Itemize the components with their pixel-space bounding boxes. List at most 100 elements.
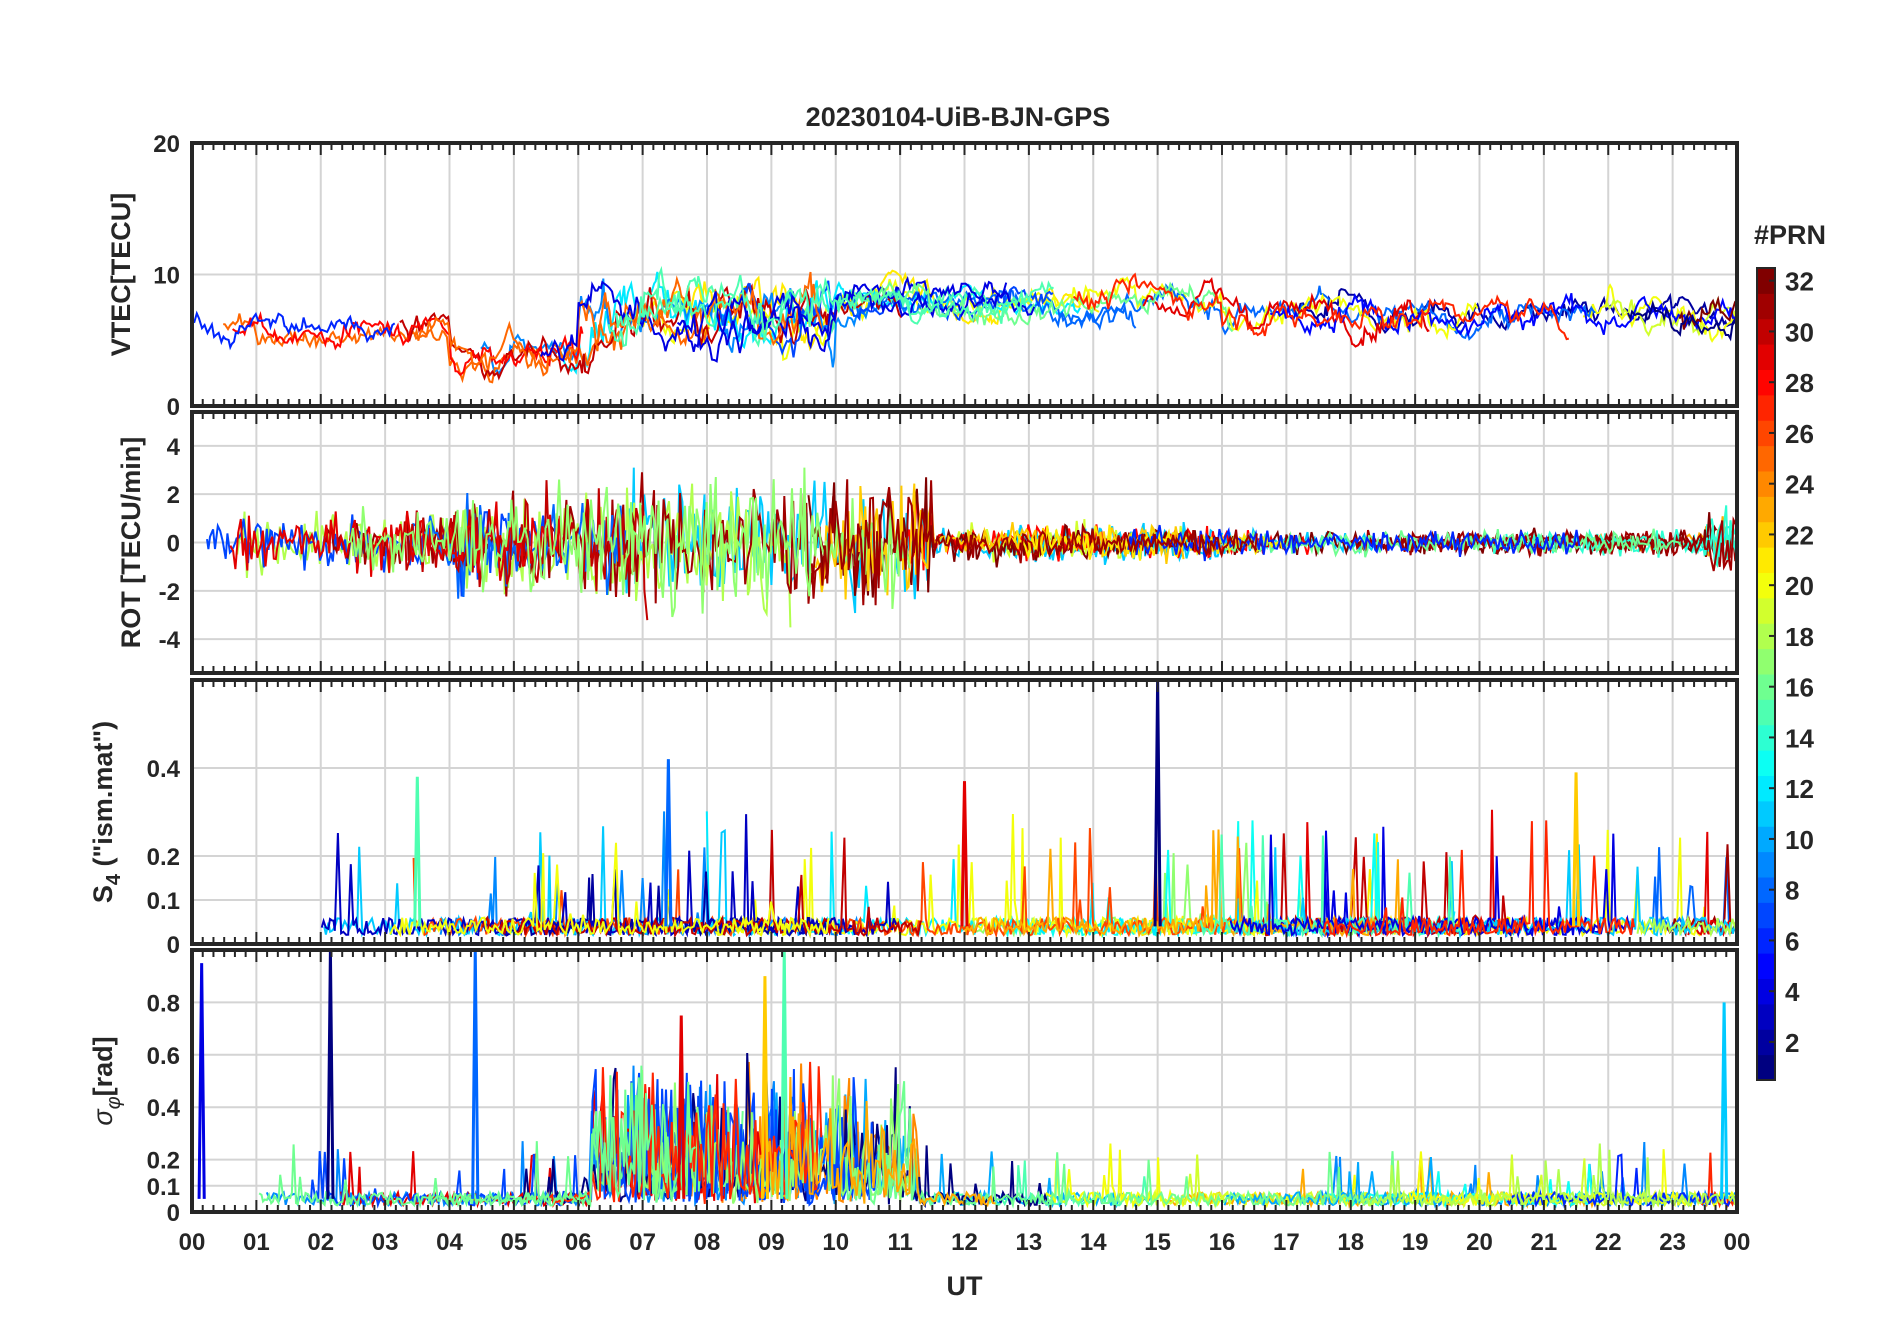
y-tick-label: 0.4 [147,756,181,783]
y-tick-label: 0 [167,394,180,421]
series-trace [193,310,396,351]
peak-mark [197,963,206,1199]
x-tick-label: 20 [1466,1229,1493,1256]
y-tick-label: 10 [153,263,180,290]
peak-mark [664,759,673,927]
y-tick-label: 0.1 [147,1174,180,1201]
colorbar-segment [1757,800,1775,827]
colorbar-segment [1757,927,1775,954]
x-tick-label: 19 [1402,1229,1429,1256]
series-trace [1626,299,1736,342]
series-trace [767,1076,996,1207]
colorbar-segment [1757,851,1775,878]
x-tick-label: 05 [501,1229,528,1256]
colorbar-segment [1757,597,1775,624]
series-trace [400,480,649,621]
colorbar-tick-label: 32 [1785,267,1814,297]
x-tick-label: 08 [694,1229,721,1256]
colorbar-segment [1757,394,1775,421]
trace-group [206,467,1737,628]
colorbar-tick-label: 22 [1785,520,1814,550]
x-tick-label: 21 [1531,1229,1558,1256]
x-tick-label: 14 [1080,1229,1107,1256]
colorbar-segment [1757,699,1775,726]
colorbar-label: #PRN [1754,220,1826,250]
series-trace [963,829,1404,939]
y-axis-label: ROT [TECU/min] [116,437,146,648]
panel-3: 0 0.1 0.2 0.4 S4 ("ism.mat") [88,678,1739,959]
y-tick-label: 0.4 [147,1095,181,1122]
colorbar-segment [1757,293,1775,320]
x-tick-label: 22 [1595,1229,1622,1256]
y-tick-label: 20 [153,131,180,158]
x-tick-label: 10 [822,1229,849,1256]
colorbar-tick-label: 26 [1785,419,1814,449]
y-tick-label: 4 [167,434,181,461]
colorbar-segment [1757,902,1775,929]
y-tick-label: 0 [167,932,180,959]
x-tick-label: 11 [887,1229,912,1256]
colorbar-tick-label: 30 [1785,317,1814,347]
peak-mark [326,950,335,1199]
peak-mark [1153,680,1162,927]
trace-group [193,265,1737,384]
colorbar-frame [1756,267,1776,1081]
colorbar-segment [1757,521,1775,548]
y-axis-label: σφ[rad] [88,1036,125,1125]
colorbar-segment [1757,623,1775,650]
y-tick-label: 0.1 [147,888,180,915]
colorbar-segment [1757,445,1775,472]
colorbar-segment [1757,1003,1775,1030]
series-trace [705,811,1271,939]
peak-mark [780,950,789,1199]
series-trace [810,479,1258,606]
series-trace [347,467,911,618]
x-tick-label: 01 [243,1229,270,1256]
series-trace [1229,830,1635,938]
series-trace [481,829,922,939]
panel-2: -4 -2 0 2 4 ROT [TECU/min] [116,410,1739,675]
x-tick-label: 04 [436,1229,463,1256]
x-tick-label: 02 [307,1229,334,1256]
series-trace [1072,272,1570,341]
colorbar-segment [1757,953,1775,979]
colorbar-tick-label: 28 [1785,368,1814,398]
colorbar-segment [1757,471,1775,497]
peak-mark [760,976,770,1199]
x-tick-label: 16 [1209,1229,1236,1256]
series-trace [1678,295,1737,330]
series-trace [1582,283,1737,343]
colorbar-segment [1757,877,1775,903]
series-trace [1046,282,1596,341]
peak-mark [413,776,422,927]
peak-mark [1571,772,1581,927]
colorbar-tick-label: 24 [1785,470,1814,500]
y-tick-label: 0.8 [147,990,180,1017]
colorbar-segment [1757,1029,1775,1056]
y-tick-label: 0.2 [147,1148,180,1175]
colorbar-tick-label: 2 [1785,1028,1799,1058]
colorbar-segment [1757,420,1775,447]
colorbar-segment [1757,826,1775,853]
x-tick-label: 12 [951,1229,978,1256]
series-trace [1506,1153,1737,1209]
y-axis-label: S4 ("ism.mat") [88,721,125,903]
series-trace [849,281,1234,333]
y-tick-label: 0 [167,531,180,558]
series-trace [427,1065,696,1208]
colorbar-tick-label: 16 [1785,673,1814,703]
peak-mark [1720,1002,1729,1199]
series-trace [807,477,1182,598]
series-trace [1636,914,1737,938]
x-tick-label: 15 [1144,1229,1171,1256]
x-tick-label: 17 [1273,1229,1300,1256]
x-axis-label: UT [947,1271,983,1301]
colorbar-tick-label: 8 [1785,876,1799,906]
colorbar-segment [1757,369,1775,396]
colorbar-tick-label: 20 [1785,571,1814,601]
colorbar-segment [1757,1054,1775,1081]
chart-title: 20230104-UiB-BJN-GPS [806,102,1111,132]
